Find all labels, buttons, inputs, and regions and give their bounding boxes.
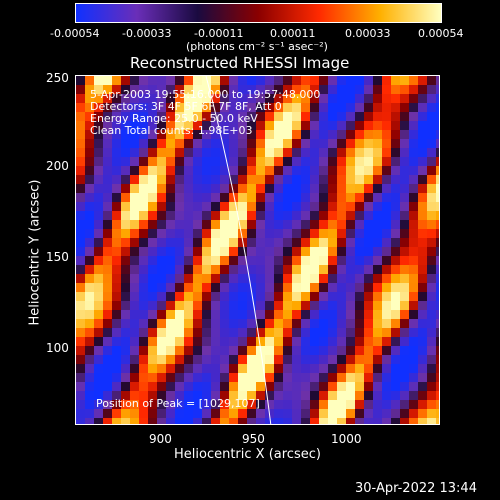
plot-title: Reconstructed RHESSI Image [130,54,350,72]
colorbar-tick: -0.00054 [50,27,100,40]
annotation-time-range: 5-Apr-2003 19:55:16.000 to 19:57:48.000 [90,88,321,101]
image-plot: 5-Apr-2003 19:55:16.000 to 19:57:48.000 … [75,75,440,425]
colorbar-tick: -0.00033 [122,27,172,40]
colorbar-tick: 0.00011 [270,27,316,40]
x-axis-label: Heliocentric X (arcsec) [174,447,321,462]
colorbar-tick: 0.00054 [418,27,464,40]
colorbar-tick: 0.00033 [345,27,391,40]
annotation-energy-range: Energy Range: 25.0 - 50.0 keV [90,112,258,125]
colorbar-tick: -0.00011 [194,27,244,40]
y-tick-label: 200 [46,159,69,173]
y-tick-label: 100 [46,341,69,355]
y-tick-label: 250 [46,71,69,85]
peak-position-label: Position of Peak = [1029,107] [96,397,260,410]
y-axis-label: Heliocentric Y (arcsec) [27,179,43,326]
y-tick-label: 150 [46,250,69,264]
x-tick-label: 900 [149,432,172,446]
footer-timestamp: 30-Apr-2022 13:44 [355,481,477,496]
annotation-clean-counts: Clean Total counts: 1.98E+03 [90,124,253,137]
solar-limb-line [205,76,272,424]
colorbar-units: (photons cm⁻² s⁻¹ asec⁻²) [186,40,328,53]
x-tick-label: 950 [242,432,265,446]
x-tick-label: 1000 [331,432,362,446]
annotation-detectors: Detectors: 3F 4F 5F 6F 7F 8F, Att 0 [90,100,282,113]
colorbar [75,3,442,23]
heatmap-image [76,76,439,424]
